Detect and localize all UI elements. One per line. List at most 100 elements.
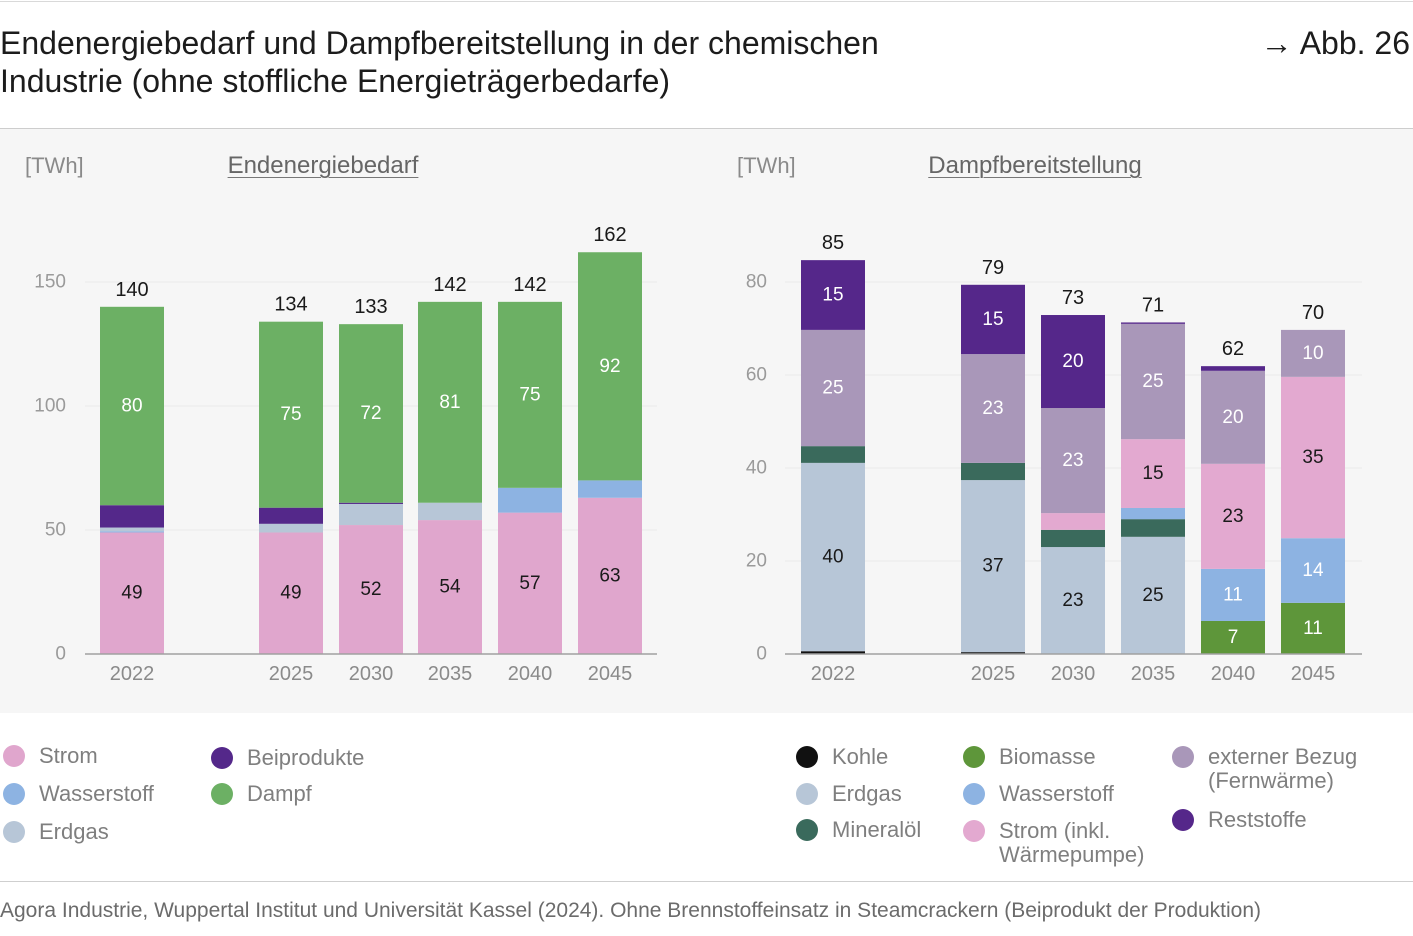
- legend-swatch: [796, 746, 818, 768]
- legend-swatch: [963, 783, 985, 805]
- legend-swatch: [3, 745, 25, 767]
- bar-segment-erdgas: [100, 527, 164, 532]
- bar-segment-strom-inkl-waermepumpe: [1041, 513, 1105, 530]
- bar-total-label: 134: [274, 294, 307, 316]
- legend-item-strom-inkl-waermepumpe: Strom (inkl. Wärmepumpe): [963, 819, 1159, 867]
- bar-segment-wasserstoff: [578, 480, 642, 498]
- charts-canvas: 0501001504980140202249751342025527213320…: [34, 224, 1362, 685]
- bar-segment-strom-inkl-waermepumpe: [1121, 439, 1185, 508]
- bar-segment-reststoffe: [1121, 322, 1185, 324]
- legend-item-mineraloel: Mineralöl: [796, 818, 921, 842]
- bar-value-label: 20: [1062, 351, 1083, 372]
- bar-segment-reststoffe: [961, 284, 1025, 355]
- bar-2045: 63 92 162: [578, 224, 642, 654]
- y-tick-label: 40: [746, 458, 767, 479]
- source-note: Agora Industrie, Wuppertal Institut und …: [0, 899, 1262, 922]
- bar-segment-dampf: [498, 301, 562, 488]
- legend-swatch: [211, 783, 233, 805]
- bar-value-label: 25: [1142, 371, 1163, 392]
- bar-segment-strom: [578, 497, 642, 654]
- bar-segment-externer-bezug-fernwaerme: [1281, 329, 1345, 377]
- bar-segment-erdgas: [339, 503, 403, 526]
- legend-swatch: [796, 783, 818, 805]
- legend-label: Wasserstoff: [39, 781, 154, 806]
- bar-total-label: 70: [1302, 302, 1324, 324]
- legend-label: Strom (inkl. Wärmepumpe): [999, 818, 1145, 867]
- legend-item-beiprodukte: Beiprodukte: [211, 746, 364, 770]
- bar-2030: 23 23 20 73: [1041, 287, 1105, 654]
- bar-segment-dampf: [259, 321, 323, 508]
- legend-item-dampf: Dampf: [211, 782, 312, 806]
- bar-value-label: 57: [519, 573, 540, 594]
- bar-total-label: 85: [822, 232, 844, 254]
- bar-value-label: 49: [121, 583, 142, 604]
- bar-value-label: 25: [822, 378, 843, 399]
- bar-segment-externer-bezug-fernwaerme: [1041, 408, 1105, 514]
- legend-item-strom: Strom: [3, 744, 98, 768]
- panel-rule: [0, 128, 1413, 129]
- legend-label: Mineralöl: [832, 817, 922, 842]
- bar-segment-reststoffe: [1041, 315, 1105, 409]
- bar-segment-erdgas: [418, 502, 482, 521]
- bar-value-label: 11: [1223, 584, 1243, 605]
- bar-value-label: 10: [1302, 343, 1323, 364]
- bar-segment-wasserstoff: [100, 531, 164, 533]
- bar-segment-externer-bezug-fernwaerme: [1201, 370, 1265, 464]
- legend-swatch: [963, 746, 985, 768]
- legend-swatch: [211, 747, 233, 769]
- y-tick-label: 50: [45, 520, 66, 541]
- figure-title: Endenergiebedarf und Dampfbereitstellung…: [0, 25, 879, 99]
- legend-label: Biomasse: [999, 744, 1096, 769]
- bar-value-label: 23: [1062, 590, 1083, 611]
- bar-value-label: 49: [280, 583, 301, 604]
- bar-segment-externer-bezug-fernwaerme: [801, 329, 865, 447]
- legend-label: externer Bezug (Fernwärme): [1208, 744, 1358, 793]
- bar-segment-beiprodukte: [339, 502, 403, 504]
- bar-value-label: 81: [439, 392, 460, 413]
- bar-value-label: 23: [1062, 450, 1083, 471]
- x-tick-label: 2045: [1291, 663, 1336, 685]
- bar-segment-beiprodukte: [100, 505, 164, 528]
- bar-value-label: 72: [360, 403, 381, 424]
- bar-2025: 49 75 134: [259, 294, 323, 654]
- legend-swatch: [3, 783, 25, 805]
- bar-segment-erdgas: [1121, 536, 1185, 654]
- right-chart-unit-label: [TWh]: [737, 153, 796, 178]
- legend-label: Erdgas: [39, 819, 109, 844]
- bar-2045: 11 14 35 10 70: [1281, 302, 1345, 654]
- bar-segment-strom: [339, 525, 403, 654]
- bar-value-label: 54: [439, 577, 461, 598]
- bar-segment-mineraloel: [801, 446, 865, 463]
- bar-value-label: 75: [280, 404, 301, 425]
- x-tick-label: 2025: [971, 663, 1016, 685]
- bar-2035: 54 81 142: [418, 274, 482, 654]
- bar-2022: 40 25 15 85: [801, 232, 865, 654]
- legend-swatch: [1172, 809, 1194, 831]
- legend-swatch: [963, 820, 985, 842]
- bar-2030: 52 72 133: [339, 296, 403, 654]
- bar-segment-dampf: [100, 306, 164, 506]
- left-chart-title-text: Endenergiebedarf: [227, 152, 419, 179]
- y-tick-label: 20: [746, 551, 767, 572]
- legend-item-erdgas: Erdgas: [796, 782, 902, 806]
- bar-value-label: 37: [982, 556, 1003, 577]
- bar-value-label: 92: [599, 356, 620, 377]
- legend-swatch: [796, 819, 818, 841]
- bar-value-label: 7: [1228, 627, 1239, 648]
- right-chart-title-text: Dampfbereitstellung: [928, 152, 1142, 179]
- bar-value-label: 75: [519, 384, 540, 405]
- bar-total-label: 142: [433, 274, 466, 296]
- left-chart-unit-label: [TWh]: [25, 153, 84, 178]
- chart-panel: 0 50 100 150 49 80 140 2022 49 75 134 2025 52 72 133 20…: [0, 128, 1413, 713]
- bar-value-label: 15: [1142, 463, 1163, 484]
- y-tick-label: 0: [55, 644, 66, 665]
- x-tick-label: 2035: [428, 663, 473, 685]
- bar-value-label: 40: [822, 547, 843, 568]
- bar-2040: 57 75 142: [498, 274, 562, 654]
- bar-segment-beiprodukte: [259, 507, 323, 524]
- legend-label: Beiprodukte: [247, 745, 365, 770]
- x-tick-label: 2045: [588, 663, 633, 685]
- legend-item-biomasse: Biomasse: [963, 745, 1096, 769]
- bar-value-label: 14: [1302, 560, 1324, 581]
- bar-total-label: 71: [1142, 294, 1164, 316]
